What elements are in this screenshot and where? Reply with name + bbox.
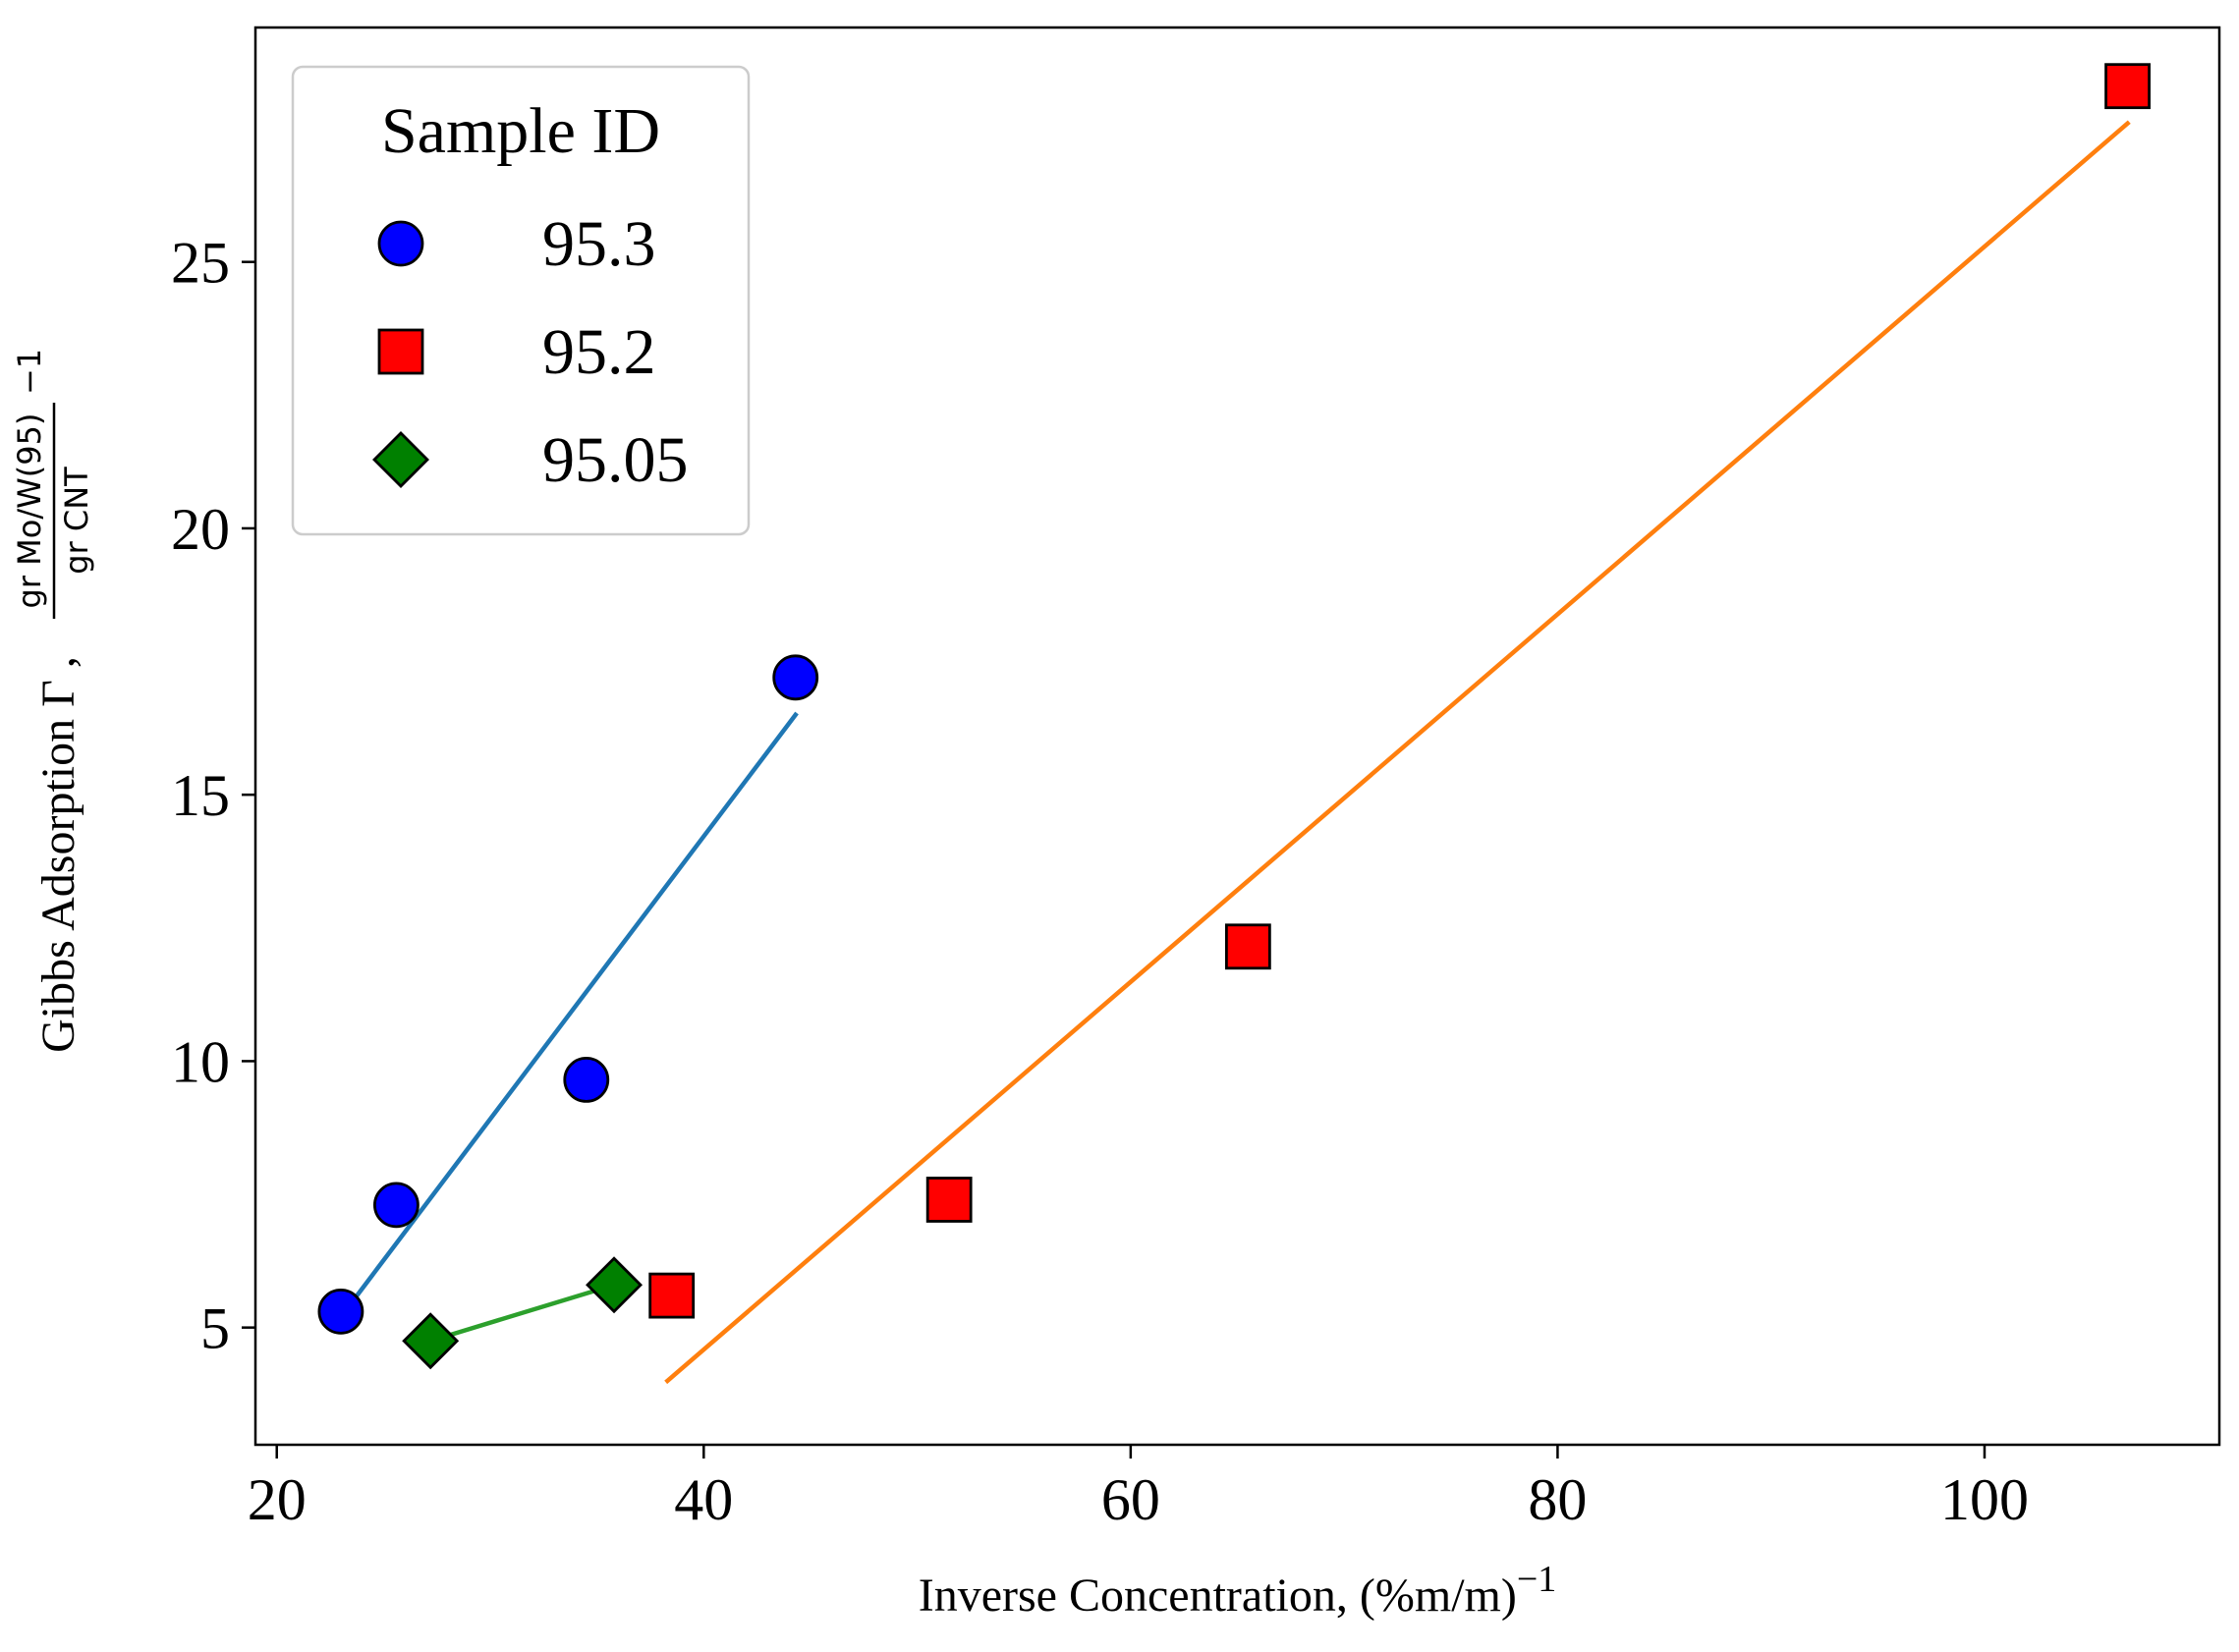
y-tick-label: 25	[171, 231, 230, 296]
fit-lines	[337, 120, 2131, 1385]
y-axis-label-sup: −1	[11, 349, 48, 395]
y-axis-ticks: 5 10 15 20 25	[171, 231, 255, 1361]
data-point-95-2	[1224, 923, 1271, 970]
plot-frame	[253, 26, 2221, 1447]
data-point-95-3	[563, 1057, 610, 1103]
legend-label: 95.2	[542, 316, 656, 388]
legend-title: Sample ID	[381, 95, 660, 167]
legend-marker-square	[377, 328, 424, 375]
x-axis-label-text: Inverse Concentration, (%m/m)	[919, 1569, 1517, 1622]
x-axis-label: Inverse Concentration, (%m/m)−1	[919, 1559, 1557, 1622]
legend-entry-95-3: 95.3	[377, 208, 656, 280]
data-point-95-3	[373, 1182, 420, 1229]
legend-label: 95.3	[542, 208, 656, 280]
y-tick-label: 20	[171, 497, 230, 562]
fit-line-95-3	[337, 711, 799, 1320]
legend: Sample ID 95.3 95.2 95.05	[291, 65, 751, 536]
y-tick-label: 15	[171, 763, 230, 828]
legend-box	[291, 65, 751, 536]
x-tick-label: 100	[1940, 1467, 2029, 1532]
y-axis-label: Gibbs Adsorption Γ , gr Mo/W(95) gr CNT …	[11, 349, 95, 1053]
y-axis-label-numerator: gr Mo/W(95)	[11, 413, 48, 609]
data-point-95-2	[648, 1272, 696, 1319]
y-tick-label: 5	[200, 1296, 230, 1361]
x-axis-ticks: 20 40 60 80 100	[248, 1445, 2029, 1532]
legend-entry-95-2: 95.2	[377, 316, 656, 388]
data-point-95-2	[2104, 63, 2151, 110]
fit-line-95-05	[427, 1282, 617, 1345]
data-point-95-3	[772, 654, 819, 701]
x-tick-label: 20	[248, 1467, 307, 1532]
y-tick-label: 10	[171, 1029, 230, 1094]
legend-marker-circle	[377, 220, 424, 267]
data-point-95-2	[925, 1177, 973, 1223]
y-axis-label-text: Gibbs Adsorption Γ ,	[32, 656, 84, 1053]
x-tick-label: 80	[1528, 1467, 1587, 1532]
x-tick-label: 40	[674, 1467, 733, 1532]
legend-label: 95.05	[542, 424, 689, 496]
legend-marker-diamond	[372, 431, 429, 488]
y-axis-label-denominator: gr CNT	[58, 467, 95, 575]
legend-entries: 95.3 95.2 95.05	[372, 208, 689, 496]
x-axis-label-sup: −1	[1517, 1559, 1556, 1600]
data-point-95-3	[317, 1288, 364, 1335]
data-point-95-05	[402, 1312, 460, 1370]
x-tick-label: 60	[1101, 1467, 1160, 1532]
data-points	[317, 63, 2151, 1370]
data-point-95-05	[586, 1256, 644, 1314]
fit-line-95-2	[664, 120, 2131, 1385]
legend-entry-95-05: 95.05	[372, 424, 689, 496]
